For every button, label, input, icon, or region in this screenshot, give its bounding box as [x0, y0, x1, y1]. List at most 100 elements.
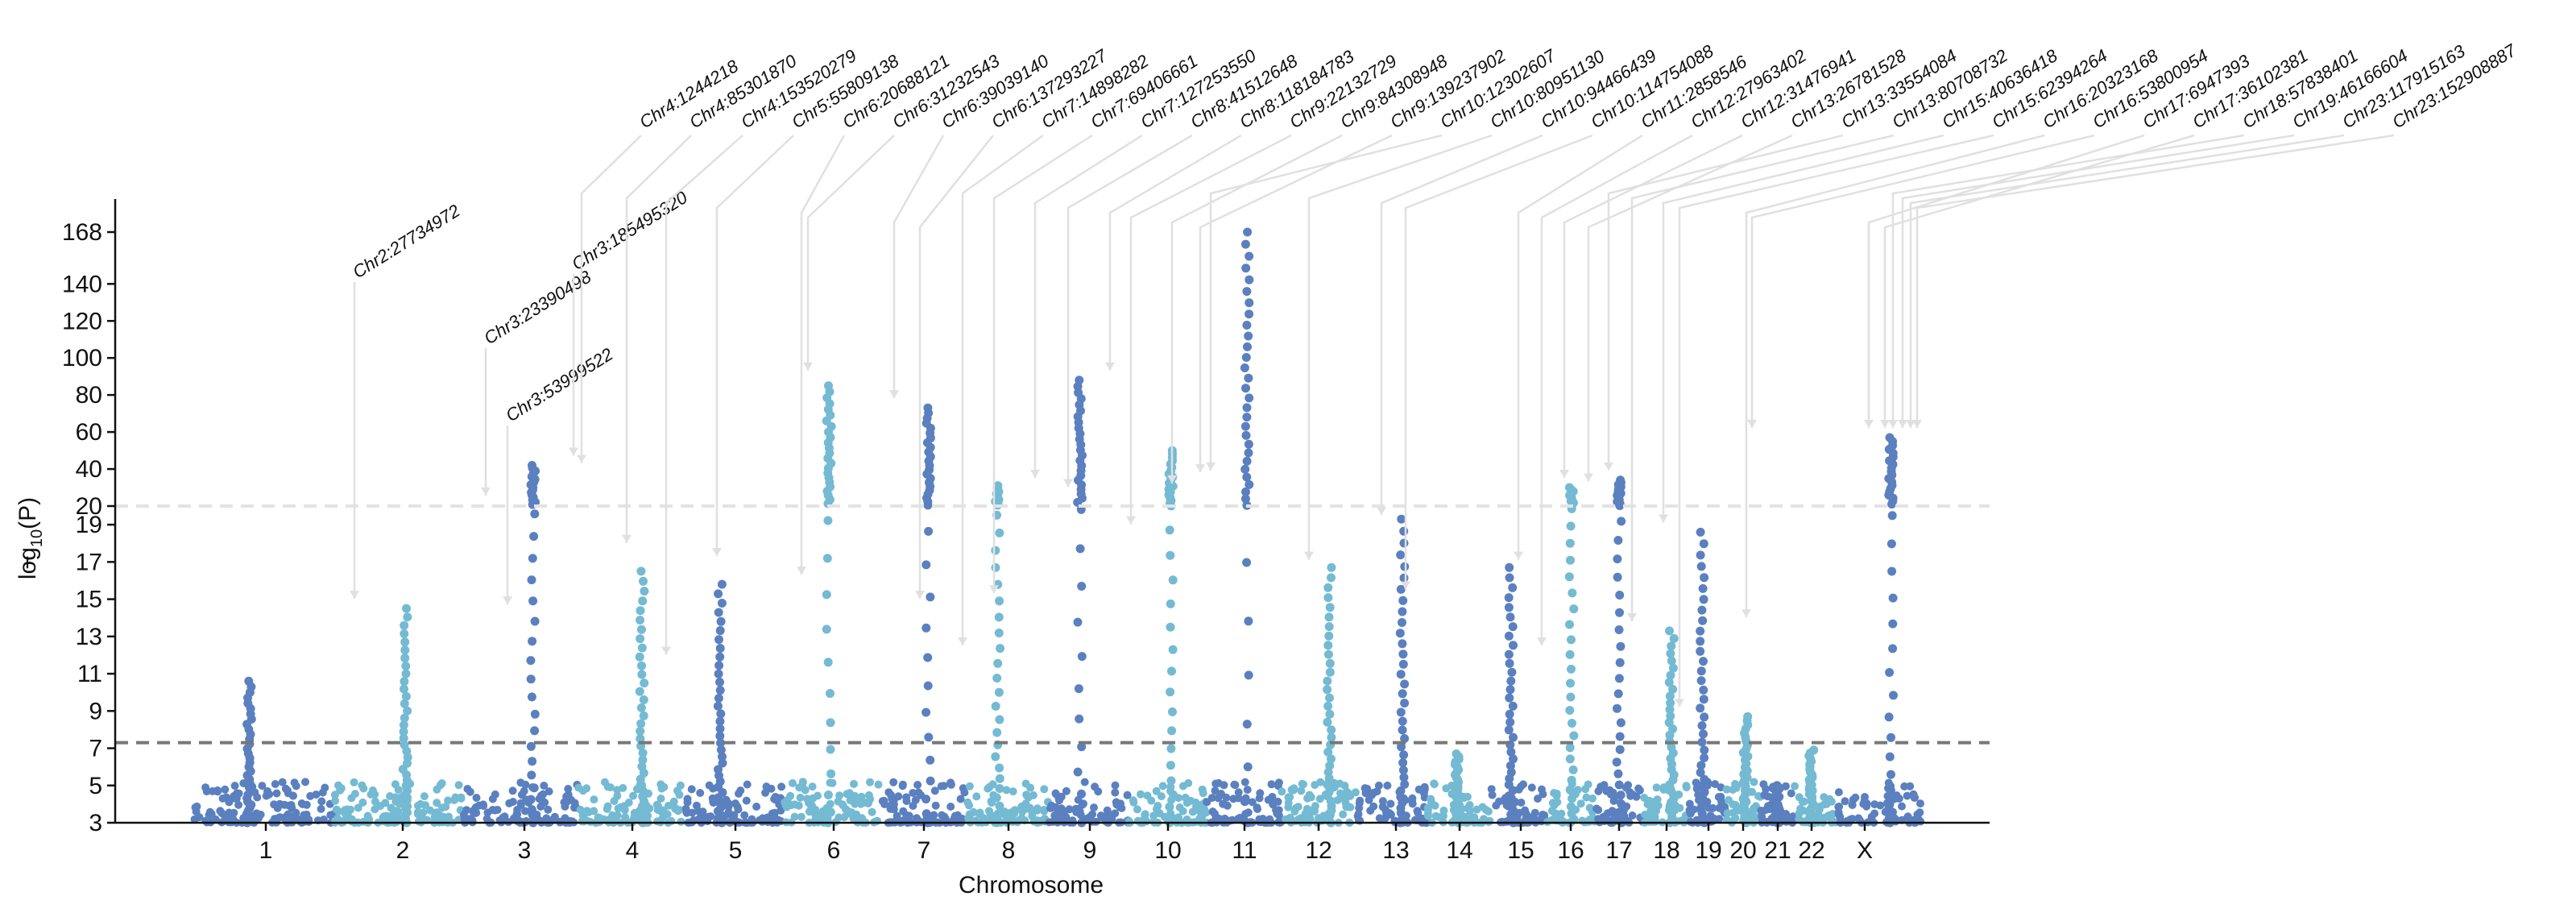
snp-point [1685, 806, 1694, 815]
snp-point [1652, 783, 1661, 792]
snp-point [1355, 803, 1364, 812]
peak-point [400, 740, 409, 749]
peak-point [1617, 517, 1626, 526]
snp-point [298, 800, 307, 808]
peak-point [1565, 785, 1575, 795]
peak-point [1399, 573, 1409, 583]
peak-point [822, 554, 832, 563]
peak-point [1564, 572, 1574, 582]
peak-point [1398, 689, 1407, 699]
snp-point [828, 778, 837, 787]
annotation-line [580, 135, 642, 463]
x-tick-label: 2 [396, 837, 410, 864]
snp-point [371, 797, 379, 806]
annotation-label: Chr2:27734972 [349, 201, 463, 283]
peak-point [1666, 649, 1675, 658]
peak-point [1168, 575, 1178, 585]
snp-point [959, 784, 967, 793]
peak-point [1240, 421, 1250, 431]
snp-point [868, 807, 876, 816]
snp-point [884, 788, 893, 797]
snp-point [984, 784, 992, 793]
snp-point [794, 801, 803, 810]
annotation-line [1750, 134, 2095, 428]
annotation-arrow [1559, 470, 1569, 479]
snp-point [1759, 780, 1768, 789]
peak-point [635, 687, 644, 696]
snp-point [1153, 802, 1162, 810]
reference-lines [115, 504, 1990, 745]
peak-point [400, 713, 409, 723]
snp-point [956, 795, 965, 803]
annotation-label: Chr3:53999522 [502, 344, 616, 426]
peak-point [1665, 691, 1675, 701]
snp-point [798, 778, 807, 786]
annotation-line [1033, 134, 1143, 478]
snp-point [1286, 793, 1294, 802]
chromosome-points [681, 579, 786, 828]
peak-point [1166, 687, 1175, 697]
snp-point [292, 782, 300, 791]
snp-point [857, 792, 866, 801]
peak-point [1077, 652, 1087, 662]
peak-point [1567, 664, 1576, 674]
snp-point [1763, 792, 1772, 801]
peak-point [1323, 583, 1333, 592]
peak-point [635, 652, 644, 662]
snp-point [1178, 782, 1187, 791]
peak-point [826, 718, 835, 728]
snp-point [560, 798, 569, 807]
chromosome-points [1685, 527, 1729, 828]
peak-point [822, 590, 831, 600]
peak-point [1244, 670, 1253, 680]
annotation-arrow [1604, 462, 1613, 471]
snp-point [1141, 811, 1149, 820]
peak-point [1505, 685, 1515, 695]
peak-point [400, 637, 410, 647]
annotation: Chr12:27963402 [1537, 45, 1810, 645]
peak-point [1888, 619, 1898, 629]
x-tick-label: 4 [626, 837, 640, 864]
peak-point [1506, 747, 1516, 757]
peak-point [1398, 639, 1407, 649]
snp-point [1594, 806, 1603, 815]
peak-point [528, 596, 538, 606]
peak-point [1565, 538, 1575, 548]
peak-point [399, 727, 408, 737]
snp-point [797, 812, 806, 821]
annotation-arrow [661, 646, 671, 655]
annotation-line [1517, 134, 1643, 560]
snp-point [1217, 790, 1225, 798]
annotation-arrow [797, 566, 806, 575]
x-axis-title: Chromosome [959, 872, 1104, 898]
snp-point [1346, 791, 1355, 800]
chromosome-points [1203, 227, 1285, 828]
snp-point [1527, 783, 1536, 792]
snp-point [272, 789, 281, 798]
snp-point [1029, 791, 1037, 799]
snp-point [1137, 790, 1145, 799]
snp-point [834, 797, 843, 806]
peak-point [1696, 666, 1706, 676]
snp-point [331, 796, 340, 805]
chromosome-points [1757, 780, 1797, 828]
peak-point [1696, 626, 1705, 636]
snp-point [416, 799, 425, 808]
snp-point [1876, 801, 1885, 810]
snp-point [1046, 803, 1054, 812]
peak-point [714, 694, 723, 703]
snp-point [603, 782, 612, 791]
peak-point [715, 731, 725, 741]
annotation-arrow [1906, 420, 1915, 428]
peak-point [1567, 809, 1576, 819]
peak-point [1697, 737, 1707, 747]
snp-point [469, 807, 478, 815]
snp-point [1552, 789, 1561, 798]
snp-point [1825, 795, 1834, 803]
snp-point [767, 784, 776, 793]
peak-point [636, 616, 644, 625]
annotation: Chr2:27734972 [349, 201, 463, 600]
snp-point [676, 781, 685, 790]
peak-point [1245, 251, 1254, 261]
annotation-arrow [1401, 581, 1410, 590]
